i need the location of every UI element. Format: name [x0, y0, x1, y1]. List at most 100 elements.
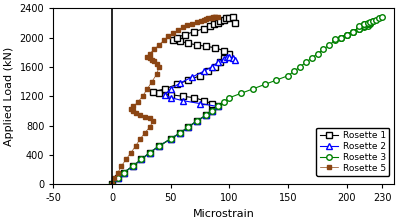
Rosette 5	[147, 117, 152, 120]
Rosette 1	[186, 42, 191, 45]
Rosette 1	[198, 74, 203, 77]
Rosette 1	[174, 36, 179, 39]
Rosette 2	[194, 120, 199, 122]
Rosette 5	[110, 183, 115, 186]
Rosette 2	[110, 183, 115, 186]
Rosette 2	[204, 114, 209, 117]
Rosette 1	[213, 66, 218, 68]
Rosette 2	[198, 102, 203, 105]
Rosette 2	[209, 109, 214, 112]
Rosette 1	[171, 38, 176, 41]
Rosette 5	[189, 22, 194, 25]
Line: Rosette 2: Rosette 2	[109, 55, 238, 187]
Rosette 1	[201, 27, 206, 30]
Rosette 5	[213, 16, 218, 18]
Rosette 1	[131, 165, 136, 167]
Rosette 5	[129, 108, 133, 111]
Rosette 1	[194, 120, 199, 122]
Rosette 2	[147, 151, 152, 154]
Rosette 2	[168, 88, 173, 90]
Rosette 2	[157, 145, 162, 147]
Rosette 1	[233, 21, 238, 24]
Rosette 2	[139, 158, 144, 161]
Rosette 5	[145, 88, 150, 90]
Rosette 1	[230, 16, 235, 18]
Rosette 5	[124, 158, 129, 161]
Rosette 5	[161, 39, 166, 42]
Rosette 5	[157, 66, 162, 68]
Rosette 5	[147, 52, 152, 55]
Rosette 1	[221, 57, 226, 59]
Rosette 2	[115, 177, 120, 180]
Rosette 5	[209, 17, 214, 20]
Rosette 2	[221, 58, 226, 60]
Rosette 1	[201, 99, 206, 102]
Rosette 5	[204, 18, 209, 21]
Rosette 5	[147, 57, 152, 59]
Rosette 5	[185, 24, 189, 26]
Rosette 1	[168, 93, 173, 96]
Rosette 2	[225, 56, 230, 59]
Rosette 5	[166, 35, 171, 37]
Rosette 5	[201, 19, 206, 21]
Rosette 2	[233, 58, 238, 61]
Rosette 5	[208, 16, 213, 19]
Rosette 5	[133, 145, 138, 147]
Rosette 5	[154, 73, 159, 76]
Rosette 5	[119, 165, 124, 167]
Rosette 2	[215, 61, 220, 64]
Rosette 5	[138, 113, 142, 116]
Rosette 5	[138, 137, 142, 140]
Rosette 2	[121, 171, 126, 174]
Rosette 5	[150, 80, 154, 83]
Rosette 2	[180, 99, 185, 102]
Rosette 5	[142, 116, 147, 118]
Rosette 3	[356, 27, 361, 30]
Rosette 1	[147, 151, 152, 154]
Line: Rosette 3: Rosette 3	[109, 14, 385, 187]
Line: Rosette 5: Rosette 5	[110, 14, 220, 186]
Y-axis label: Applied Load (kN): Applied Load (kN)	[4, 47, 14, 146]
Rosette 1	[227, 52, 232, 55]
Rosette 1	[162, 88, 167, 90]
Rosette 1	[207, 25, 212, 27]
Rosette 5	[131, 109, 136, 112]
Rosette 5	[145, 55, 150, 58]
Rosette 1	[221, 49, 226, 52]
Rosette 5	[135, 101, 140, 103]
Rosette 2	[230, 57, 235, 59]
Rosette 5	[152, 48, 157, 51]
Rosette 5	[133, 112, 138, 114]
Rosette 5	[115, 171, 120, 174]
Rosette 1	[212, 23, 217, 26]
Rosette 5	[176, 29, 180, 31]
Rosette 1	[213, 46, 218, 49]
Rosette 3	[274, 79, 279, 81]
Rosette 1	[186, 126, 191, 128]
Rosette 1	[178, 132, 183, 134]
Rosette 2	[168, 96, 173, 99]
Rosette 5	[152, 60, 157, 62]
Rosette 3	[110, 183, 115, 186]
Rosette 1	[194, 43, 199, 46]
Rosette 5	[157, 43, 162, 46]
Rosette 3	[251, 88, 256, 90]
Rosette 1	[204, 45, 209, 48]
Rosette 2	[186, 126, 191, 128]
Rosette 5	[194, 21, 199, 23]
Rosette 1	[157, 92, 162, 95]
Rosette 5	[206, 17, 211, 20]
Rosette 2	[189, 76, 194, 78]
Rosette 3	[227, 96, 232, 99]
Rosette 1	[178, 40, 183, 43]
Rosette 1	[139, 158, 144, 161]
Rosette 5	[171, 32, 176, 34]
Rosette 1	[215, 105, 220, 108]
Rosette 2	[162, 93, 167, 96]
Rosette 5	[140, 95, 145, 97]
X-axis label: Microstrain: Microstrain	[193, 209, 255, 219]
Rosette 3	[194, 120, 199, 122]
Rosette 5	[129, 151, 133, 154]
Rosette 5	[199, 20, 204, 23]
Rosette 5	[215, 15, 220, 18]
